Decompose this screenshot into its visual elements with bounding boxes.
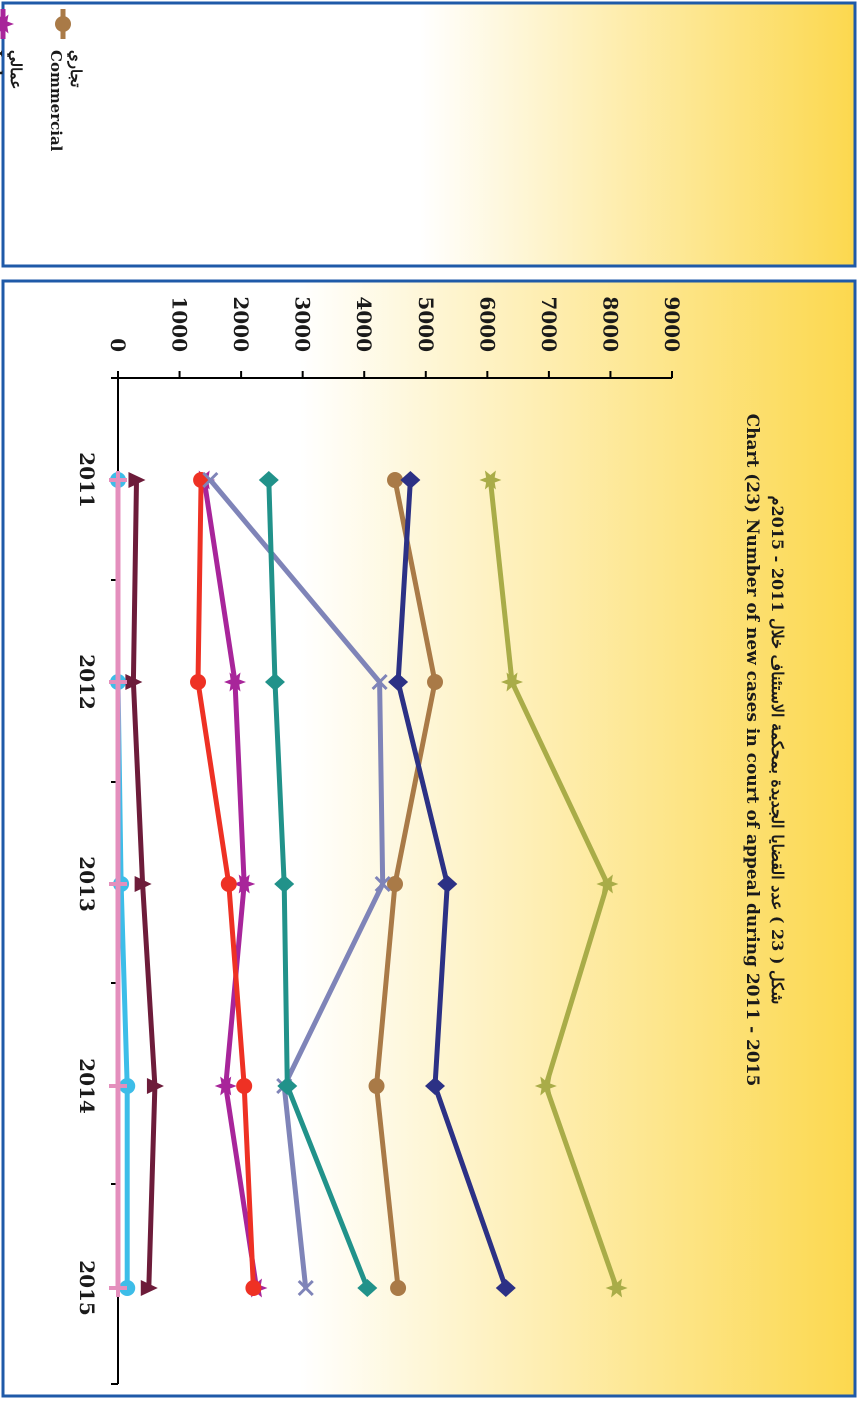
legend-label-ar: عمالي [6, 50, 25, 89]
legend: تجاريCommercialعماليLaborمدنيCivilايجارا… [0, 9, 85, 152]
data-point-cassation [140, 1280, 158, 1296]
x-tick-label: 2014 [75, 1058, 99, 1114]
data-point-companies [109, 673, 127, 691]
x-tick-label: 2011 [75, 452, 99, 508]
chart-content: شكل ( 23 ) عدد القضايا الجديدة بمحكمة ال… [0, 9, 787, 1385]
data-point-commercial [368, 1078, 385, 1094]
data-point-felonies [357, 1279, 378, 1297]
data-point-cassation [128, 472, 146, 488]
y-tick-label: 0 [106, 338, 130, 352]
series-cassation [125, 472, 164, 1296]
x-tick-label: 2013 [75, 856, 99, 912]
y-tick-label: 5000 [414, 296, 438, 352]
legend-marker-commercial [55, 16, 71, 32]
y-tick-label: 8000 [598, 296, 622, 352]
data-point-civil [437, 875, 458, 893]
legend-label-en: Labor [0, 50, 5, 100]
data-point-leases [220, 876, 237, 892]
legend-marker-labor [0, 14, 14, 34]
data-point-commercial [390, 1280, 407, 1296]
data-point-companies [109, 1077, 127, 1095]
legend-label-en: Commercial [47, 50, 65, 152]
data-point-personal_status [501, 672, 523, 692]
series-personal_status [479, 470, 628, 1298]
data-point-administrative [374, 875, 391, 893]
data-point-companies [109, 875, 127, 893]
data-point-cassation [134, 876, 152, 892]
x-tick-label: 2012 [75, 654, 99, 710]
data-point-companies [109, 471, 127, 489]
series-felonies [258, 471, 378, 1297]
data-point-commercial [427, 674, 444, 690]
data-point-cassation [146, 1078, 164, 1094]
data-point-companies [109, 1279, 127, 1297]
data-point-capital_market [119, 1078, 136, 1094]
data-point-administrative [297, 1279, 314, 1297]
plot-panel [1, 279, 857, 1398]
y-tick-label: 4000 [352, 296, 376, 352]
data-point-commercial [387, 876, 403, 892]
data-point-leases [190, 674, 207, 690]
series-administrative [202, 471, 391, 1297]
y-tick-label: 9000 [660, 296, 684, 352]
data-point-cassation [125, 674, 143, 690]
legend-panel [1, 1, 857, 268]
series-commercial [368, 472, 444, 1296]
chart-title-en: Chart (23) Number of new cases in court … [742, 414, 762, 1087]
y-tick-labels: 0 1000 2000 3000 4000 5000 6000 7000 8000 9000 [106, 296, 684, 378]
chart-title-ar: شكل ( 23 ) عدد القضايا الجديدة بمحكمة ال… [767, 496, 787, 1005]
series-companies [109, 471, 127, 1297]
y-tick-label: 2000 [229, 296, 253, 352]
data-point-felonies [274, 875, 295, 893]
data-point-civil [495, 1279, 516, 1297]
y-tick-label: 1000 [168, 296, 192, 352]
data-point-civil [425, 1077, 446, 1095]
data-point-civil [388, 673, 409, 691]
data-point-labor [233, 874, 256, 894]
data-point-administrative [202, 471, 219, 489]
x-tick-labels: 2011 2012 2013 2014 2015 [75, 452, 99, 1316]
data-point-administrative [371, 673, 388, 691]
x-tick-label: 2015 [75, 1260, 99, 1316]
data-point-personal_status [479, 470, 502, 490]
series-lines [109, 470, 628, 1298]
data-point-capital_market [119, 1280, 136, 1296]
data-point-felonies [277, 1077, 298, 1095]
data-point-civil [400, 471, 421, 489]
data-point-personal_status [534, 1076, 557, 1096]
data-point-personal_status [596, 874, 619, 894]
data-point-personal_status [605, 1278, 628, 1298]
data-point-leases [236, 1078, 253, 1094]
series-civil [388, 471, 516, 1297]
y-tick-label: 7000 [537, 296, 561, 352]
data-point-labor [214, 1076, 237, 1096]
y-tick-label: 6000 [475, 296, 499, 352]
legend-label-ar: تجاري [66, 50, 85, 87]
data-point-felonies [258, 471, 279, 489]
y-tick-label: 3000 [291, 296, 315, 352]
data-point-felonies [264, 673, 285, 691]
data-point-commercial [387, 472, 403, 488]
data-point-leases [245, 1280, 262, 1296]
data-point-labor [224, 672, 246, 692]
